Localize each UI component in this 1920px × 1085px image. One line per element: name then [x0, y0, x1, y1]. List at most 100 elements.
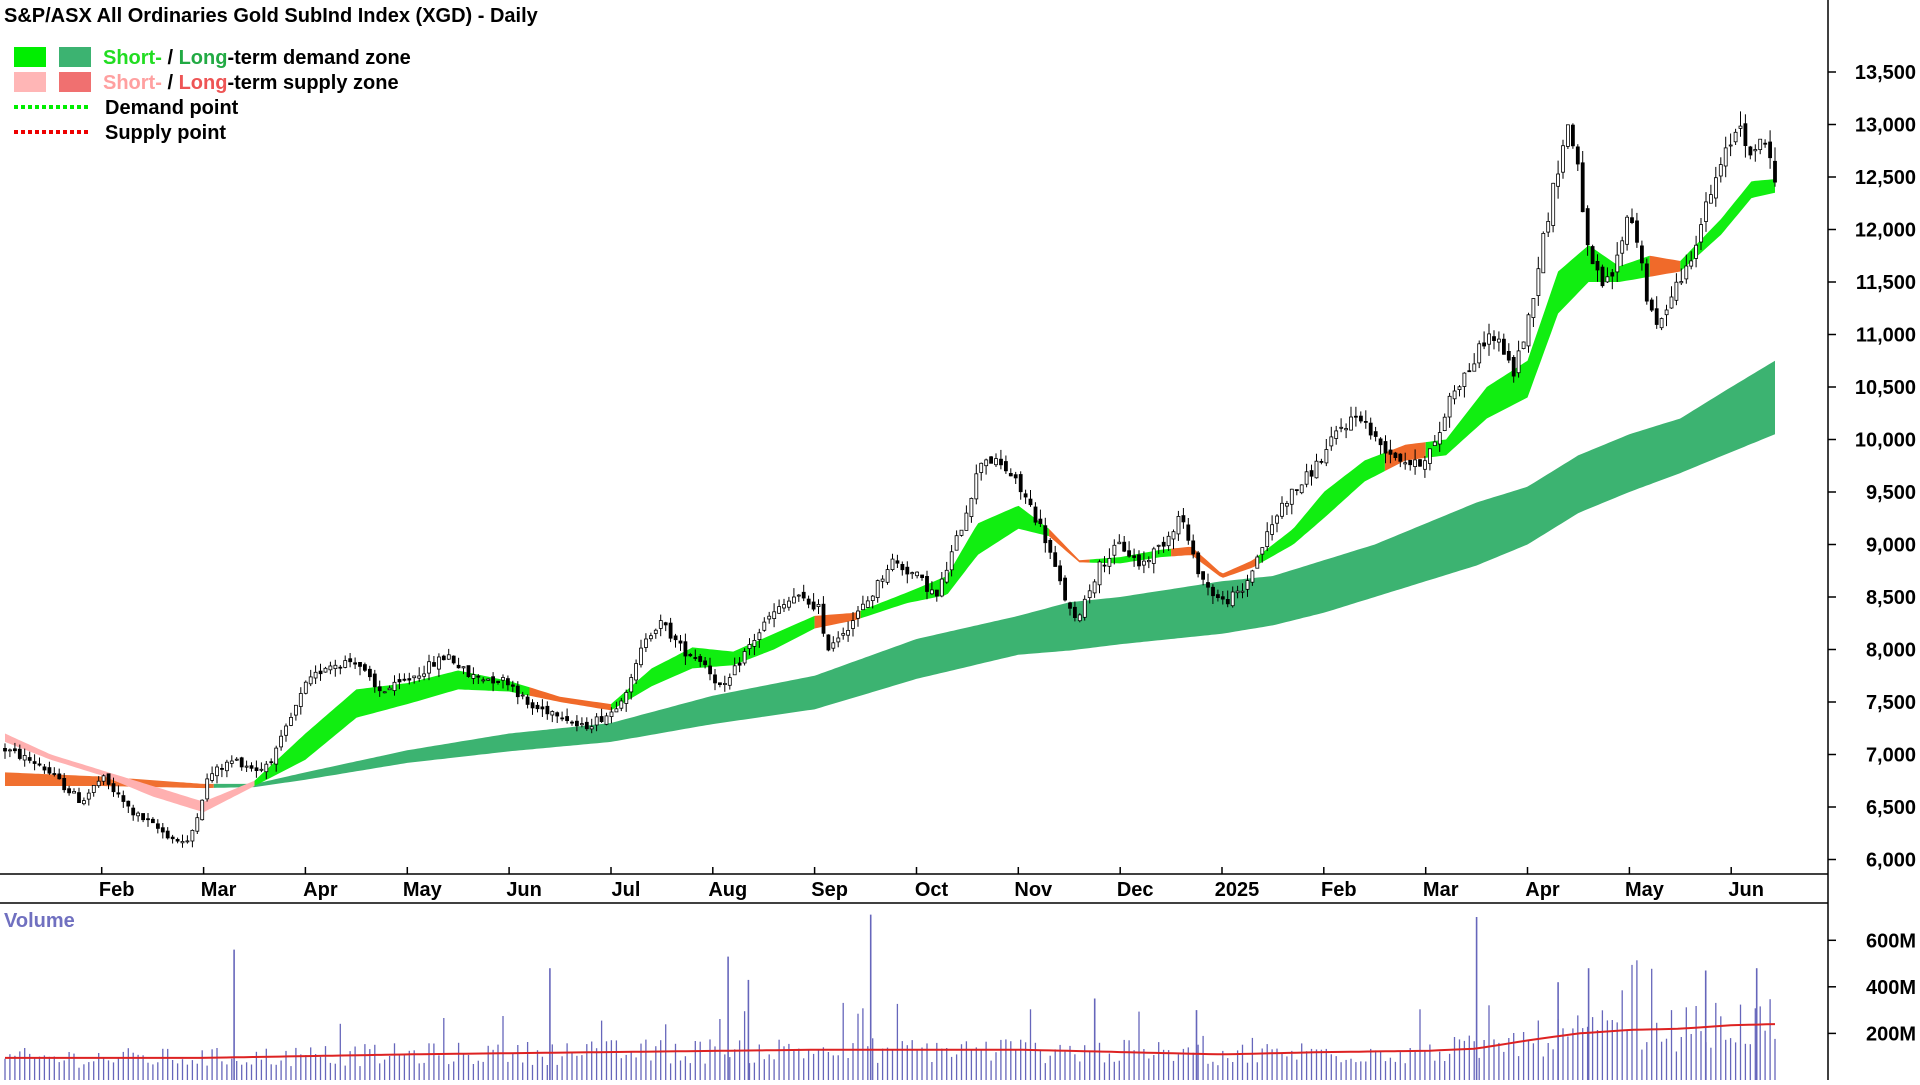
candle-up — [1462, 372, 1467, 387]
candle-up — [1413, 459, 1417, 467]
candle-up — [1516, 350, 1521, 374]
candle-down — [131, 807, 136, 816]
candle-down — [570, 721, 574, 724]
candle-down — [575, 720, 579, 727]
candle-down — [126, 800, 131, 807]
candle-down — [1635, 220, 1639, 243]
candle-down — [718, 682, 722, 685]
y-tick-label: 6,500 — [1866, 797, 1916, 819]
candle-down — [1748, 146, 1753, 156]
candle-down — [703, 660, 707, 666]
candle-up — [1669, 296, 1674, 309]
candle-up — [1334, 430, 1339, 439]
y-tick-label: 9,500 — [1866, 482, 1916, 504]
candle-up — [1299, 484, 1304, 494]
candle-down — [32, 761, 37, 764]
candle-down — [1359, 415, 1363, 422]
candle-up — [72, 791, 76, 794]
candle-up — [417, 675, 422, 679]
short-term-zone-demand-segment — [1680, 179, 1775, 272]
candle-up — [1339, 426, 1344, 429]
candle-up — [944, 569, 949, 583]
candle-up — [782, 604, 786, 609]
candle-up — [846, 630, 850, 636]
candle-down — [1023, 493, 1028, 498]
candle-down — [1033, 506, 1038, 523]
candle-down — [1398, 453, 1403, 462]
candle-up — [1147, 560, 1151, 563]
candle-up — [865, 600, 870, 608]
candle-up — [1452, 390, 1457, 400]
candle-down — [1630, 217, 1634, 223]
candle-down — [27, 757, 32, 761]
candle-up — [289, 717, 293, 726]
candle-up — [1423, 460, 1427, 470]
candle-up — [762, 621, 767, 631]
candle-down — [348, 658, 353, 663]
candle-up — [550, 711, 555, 716]
candle-down — [1004, 461, 1008, 472]
candle-down — [1654, 308, 1659, 325]
x-tick-label: Apr — [1525, 879, 1560, 901]
candle-down — [1186, 524, 1191, 541]
candle-up — [1664, 309, 1669, 316]
short-term-zone-demand-segment — [1257, 452, 1385, 565]
candle-down — [688, 654, 693, 657]
candle-down — [175, 839, 180, 842]
candle-up — [1151, 548, 1156, 564]
candle-up — [787, 600, 791, 608]
candle-up — [954, 535, 959, 551]
candle-down — [599, 716, 604, 722]
candle-up — [1457, 386, 1462, 390]
candle-up — [436, 656, 441, 670]
candle-down — [1585, 208, 1590, 246]
x-tick-label: Mar — [201, 879, 237, 901]
volume-tick-label: 400M — [1866, 977, 1916, 999]
candle-down — [318, 670, 323, 675]
candle-down — [1191, 540, 1196, 555]
candle-up — [343, 660, 348, 668]
y-tick-label: 10,500 — [1855, 377, 1916, 399]
x-tick-label: 2025 — [1215, 879, 1260, 901]
candle-up — [1280, 502, 1284, 517]
candle-up — [1714, 177, 1718, 199]
candle-down — [925, 576, 929, 592]
candle-down — [496, 680, 501, 684]
x-tick-label: Mar — [1423, 879, 1459, 901]
candle-up — [481, 679, 486, 682]
candle-down — [1038, 518, 1043, 524]
price-candles — [3, 111, 1777, 848]
candle-up — [1659, 318, 1664, 329]
candle-down — [170, 836, 175, 840]
candle-down — [1220, 596, 1225, 600]
candle-up — [639, 647, 643, 666]
y-tick-label: 8,500 — [1866, 587, 1916, 609]
candle-down — [663, 622, 668, 626]
candle-up — [580, 723, 584, 726]
candle-down — [821, 603, 826, 634]
candle-down — [905, 566, 910, 575]
candle-up — [747, 644, 752, 649]
candle-down — [1383, 441, 1388, 454]
candle-down — [1127, 550, 1131, 557]
candle-down — [372, 673, 377, 688]
candle-up — [501, 677, 505, 681]
x-tick-label: Jun — [1728, 879, 1764, 901]
candle-down — [1122, 541, 1127, 552]
short-term-zone-demand-segment — [1425, 245, 1650, 458]
candle-down — [1132, 555, 1136, 558]
candle-up — [224, 761, 229, 772]
short-term-zone-supply-segment — [814, 610, 861, 629]
y-tick-label: 12,000 — [1855, 220, 1916, 242]
candle-down — [1418, 459, 1422, 467]
candle-down — [254, 767, 259, 771]
candle-up — [1531, 298, 1536, 319]
candle-down — [1211, 586, 1215, 597]
candle-up — [412, 675, 417, 679]
candle-up — [1447, 395, 1452, 418]
candle-up — [1077, 614, 1082, 622]
candle-up — [1615, 254, 1620, 273]
candle-up — [1142, 560, 1146, 566]
legend-label-part: Short- — [103, 47, 162, 69]
